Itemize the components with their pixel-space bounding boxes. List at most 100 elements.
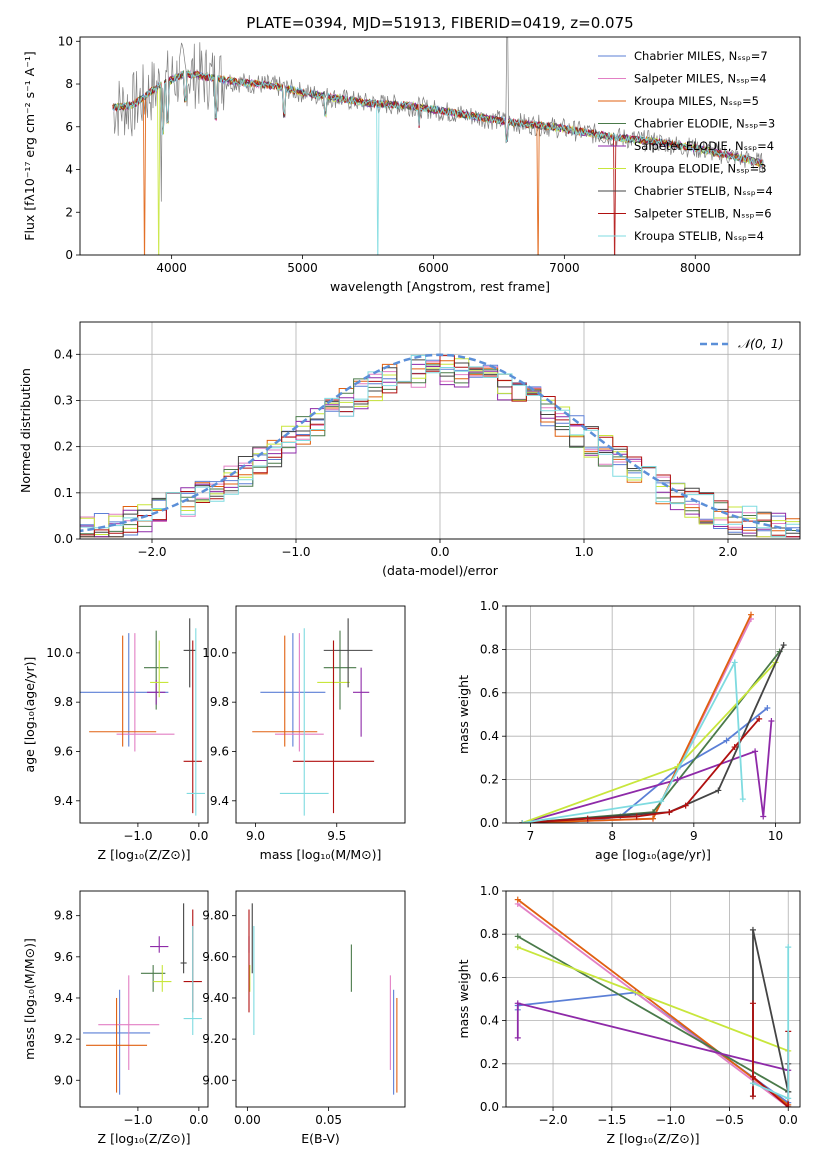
weight-point-chabrier-stelib bbox=[780, 642, 787, 649]
y-tick-label: 9.6 bbox=[54, 744, 73, 758]
y-tick-label: 9.00 bbox=[202, 1073, 229, 1087]
weight-point-salpeter-elodie bbox=[674, 776, 681, 783]
legend-label: 𝒩(0, 1) bbox=[738, 336, 784, 351]
weight-point-kroupa-miles bbox=[748, 611, 754, 618]
plot-area bbox=[519, 611, 787, 823]
histogram-legend: 𝒩(0, 1) bbox=[700, 336, 784, 351]
y-tick-label: 0.2 bbox=[480, 773, 499, 787]
weight-point-kroupa-stelib bbox=[731, 659, 738, 666]
y-tick-label: 0.4 bbox=[54, 347, 73, 361]
weight-point-kroupa-miles bbox=[650, 815, 656, 822]
weight-line-chabrier-stelib bbox=[522, 644, 785, 823]
x-tick-label: 10 bbox=[768, 829, 783, 843]
weight-line-salpeter-stelib bbox=[522, 718, 760, 823]
weight-point-salpeter-stelib bbox=[682, 802, 689, 809]
x-tick-label: 9.5 bbox=[327, 829, 346, 843]
weight-point-salpeter-stelib bbox=[749, 1000, 756, 1007]
weight-point-salpeter-elodie bbox=[514, 1034, 521, 1041]
y-tick-label: 10 bbox=[58, 34, 73, 48]
legend-label: Salpeter MILES, Nₛₛₚ=4 bbox=[634, 72, 767, 86]
axes-frame bbox=[79, 36, 801, 256]
axes-frame bbox=[79, 321, 801, 540]
weight-point-salpeter-stelib bbox=[749, 1073, 756, 1080]
x-tick-label: 7000 bbox=[549, 261, 580, 275]
y-tick-label: 0.4 bbox=[480, 1014, 499, 1028]
errorbars bbox=[248, 903, 398, 1095]
y-tick-label: 0.6 bbox=[480, 686, 499, 700]
y-tick-label: 0 bbox=[65, 248, 73, 262]
x-tick-label: 0.0 bbox=[189, 1113, 208, 1127]
weight-point-chabrier-miles bbox=[764, 704, 771, 711]
x-axis-label: (data-model)/error bbox=[382, 563, 499, 578]
weight-line-kroupa-elodie bbox=[517, 946, 789, 1052]
weight-point-kroupa-elodie bbox=[514, 944, 521, 951]
figure-title: PLATE=0394, MJD=51913, FIBERID=0419, z=0… bbox=[246, 14, 633, 32]
legend-label: Chabrier STELIB, Nₛₛₚ=4 bbox=[634, 184, 773, 198]
x-tick-label: 1.0 bbox=[574, 545, 593, 559]
errorbars bbox=[252, 618, 375, 816]
axes-frame bbox=[505, 605, 801, 824]
panel-age-vs-z: −1.0 0.0 9.4 9.6 9.8 10.0 Z [log₁₀(Z/Z⊙)] age [… bbox=[22, 605, 209, 862]
weight-point-kroupa-stelib bbox=[785, 1095, 792, 1102]
y-tick-label: 0.8 bbox=[480, 927, 499, 941]
panel-age-vs-mass: 9.0 9.5 9.4 9.6 9.8 10.0 mass [log₁₀(M/M⊙)] bbox=[202, 605, 406, 862]
x-tick-label: 9 bbox=[690, 829, 698, 843]
weight-point-salpeter-stelib bbox=[666, 809, 673, 816]
weight-point-kroupa-stelib bbox=[519, 820, 526, 823]
legend-label: Kroupa ELODIE, Nₛₛₚ=3 bbox=[634, 162, 767, 176]
axes-frame bbox=[505, 890, 801, 1108]
y-tick-label: 9.20 bbox=[202, 1032, 229, 1046]
y-tick-label: 0.0 bbox=[480, 816, 499, 830]
weight-line-chabrier-elodie bbox=[517, 935, 789, 1093]
x-tick-label: 8 bbox=[608, 829, 616, 843]
x-tick-label: 0.0 bbox=[189, 829, 208, 843]
y-tick-label: 9.0 bbox=[54, 1073, 73, 1087]
x-axis-label: age [log₁₀(age/yr)] bbox=[595, 847, 711, 862]
normal-reference-curve bbox=[80, 353, 800, 533]
weight-point-chabrier-elodie bbox=[514, 933, 521, 940]
plot-area bbox=[80, 353, 800, 538]
panel-weight-vs-z: −2.0 −1.5 −1.0 −0.5 0.0 0.0 0.2 0.4 0.6 0.8 1.0 Z [… bbox=[456, 884, 801, 1146]
weight-line-chabrier-elodie bbox=[522, 651, 781, 823]
x-tick-label: 0.00 bbox=[234, 1113, 261, 1127]
x-tick-label: 8000 bbox=[680, 261, 711, 275]
x-tick-label: −0.5 bbox=[715, 1113, 744, 1127]
x-axis-label: mass [log₁₀(M/M⊙)] bbox=[260, 847, 382, 862]
errorbars bbox=[83, 903, 202, 1095]
x-tick-label: 6000 bbox=[418, 261, 449, 275]
y-tick-label: 1.0 bbox=[480, 599, 499, 613]
weight-point-kroupa-miles bbox=[514, 896, 521, 903]
y-tick-label: 9.40 bbox=[202, 991, 229, 1005]
x-tick-label: −1.0 bbox=[123, 1113, 152, 1127]
y-tick-label: 10.0 bbox=[46, 646, 73, 660]
x-tick-label: −1.0 bbox=[656, 1113, 685, 1127]
y-tick-label: 0.0 bbox=[480, 1100, 499, 1114]
y-tick-label: 2 bbox=[65, 205, 73, 219]
weight-point-salpeter-elodie bbox=[752, 748, 759, 755]
x-axis-label: Z [log₁₀(Z/Z⊙)] bbox=[98, 847, 191, 862]
y-tick-label: 0.6 bbox=[480, 970, 499, 984]
y-tick-label: 9.4 bbox=[210, 794, 229, 808]
y-axis-label: mass weight bbox=[456, 675, 471, 754]
histogram-kroupa-miles bbox=[80, 360, 800, 538]
weight-line-kroupa-stelib bbox=[522, 659, 744, 823]
y-tick-label: 9.8 bbox=[54, 909, 73, 923]
weight-line-chabrier-stelib bbox=[752, 929, 790, 1097]
legend-label: Chabrier MILES, Nₛₛₚ=7 bbox=[634, 49, 768, 63]
x-axis-label: wavelength [Angstrom, rest frame] bbox=[330, 279, 550, 294]
y-axis-label: mass [log₁₀(M/M⊙)] bbox=[22, 938, 37, 1060]
x-tick-label: −1.0 bbox=[123, 829, 152, 843]
y-tick-label: 1.0 bbox=[480, 884, 499, 898]
x-tick-label: 9.0 bbox=[246, 829, 265, 843]
y-tick-label: 10.0 bbox=[202, 646, 229, 660]
y-axis-label: Normed distribution bbox=[18, 368, 33, 493]
x-tick-label: 7 bbox=[527, 829, 535, 843]
axes-frame bbox=[79, 605, 209, 824]
weight-point-kroupa-stelib bbox=[739, 796, 746, 803]
weight-point-chabrier-stelib bbox=[715, 787, 722, 794]
histograms bbox=[80, 353, 800, 538]
weight-line-kroupa-miles bbox=[517, 898, 789, 1106]
y-tick-label: 0.1 bbox=[54, 486, 73, 500]
weight-point-salpeter-stelib bbox=[756, 715, 763, 722]
y-axis-label: Flux [fλ10⁻¹⁷ erg cm⁻² s⁻¹ A⁻¹] bbox=[22, 51, 37, 240]
